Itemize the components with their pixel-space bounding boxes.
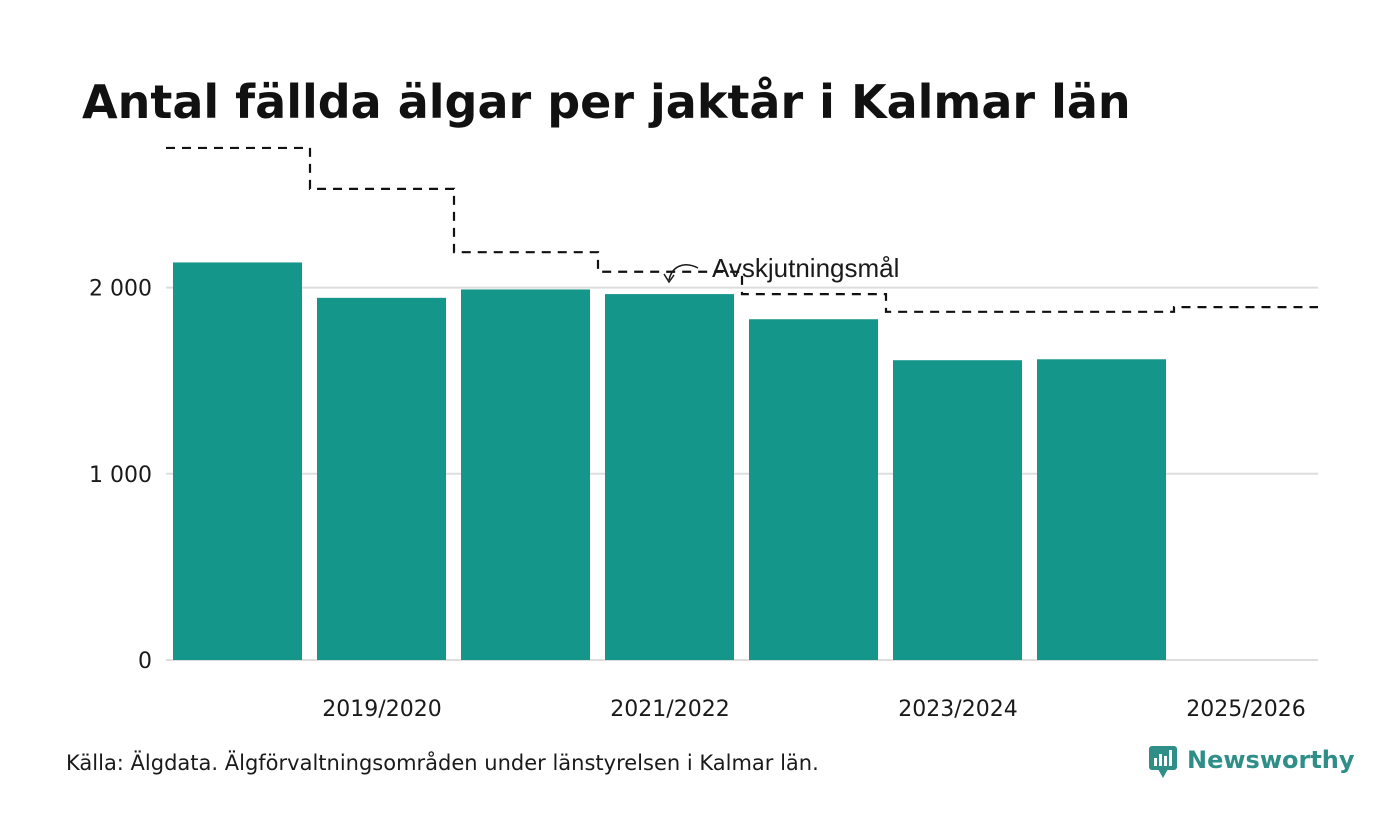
bar-2019-2020 [317,297,446,660]
annotation-arrowhead [663,273,675,284]
y-axis-ticks: 0 1 000 2 000 [89,277,152,674]
target-annotation-label: Avskjutningsmål [712,253,899,283]
newsworthy-logo-icon [1149,746,1177,778]
target-annotation: Avskjutningsmål [663,253,899,284]
bar-2023-2024 [893,360,1022,660]
x-tick-label: 2021/2022 [610,697,729,722]
newsworthy-logo: Newsworthy [1149,746,1355,778]
annotation-arrow [668,264,699,281]
bar-2021-2022 [605,294,734,660]
bar-2020-2021 [461,289,590,660]
x-tick-label: 2023/2024 [898,697,1017,722]
bar-2022-2023 [749,319,878,660]
chart-title: Antal fällda älgar per jaktår i Kalmar l… [82,75,1131,129]
y-tick-label: 1 000 [89,463,152,488]
bars [173,262,1166,660]
x-tick-label: 2025/2026 [1186,697,1305,722]
brand-name: Newsworthy [1187,746,1355,774]
source-note: Källa: Älgdata. Älgförvaltningsområden u… [66,750,819,775]
y-tick-label: 0 [138,649,152,674]
bar-2018-2019 [173,262,302,660]
x-tick-label: 2019/2020 [322,697,441,722]
target-line [166,146,1318,313]
y-tick-label: 2 000 [89,277,152,302]
target-step-line [166,146,1318,313]
x-axis-ticks: 2019/2020 2021/2022 2023/2024 2025/2026 [322,697,1305,722]
bar-2024-2025 [1037,359,1166,660]
